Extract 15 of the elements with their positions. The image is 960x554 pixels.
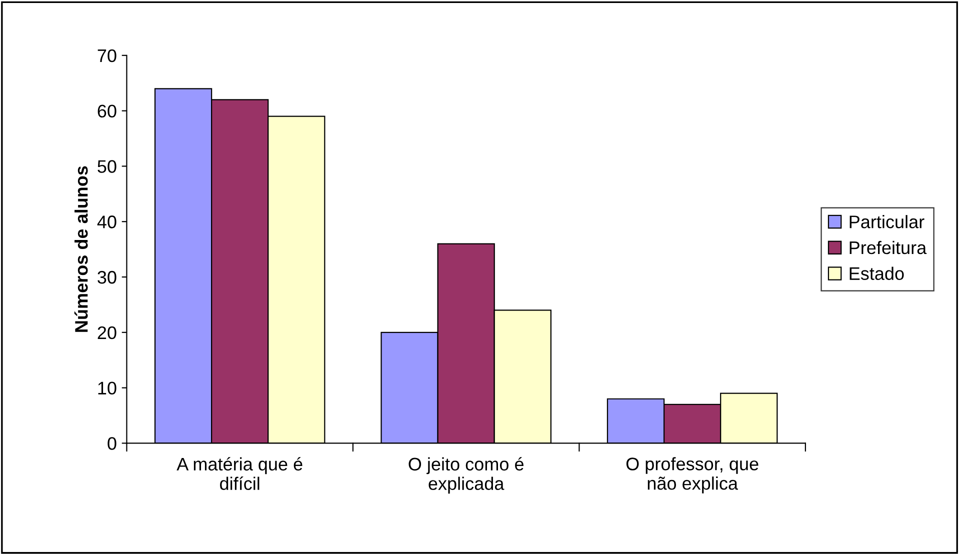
x-tick-label: O professor, que não explica [626,457,758,494]
y-tick-label: 30 [98,270,116,284]
y-tick-label: 50 [98,160,116,173]
legend-label: Estado [850,266,904,280]
y-tick-label: 40 [97,216,116,228]
legend-label: Prefeitura [850,240,927,254]
y-axis-title: Números de alunos [74,166,88,332]
y-tick-label: 70 [98,49,116,62]
y-tick-label: 0 [108,437,116,450]
legend-label: Particular [850,215,924,228]
y-tick-label: 60 [98,104,116,118]
y-tick-label: 20 [98,326,116,340]
x-tick-label: O jeito como é explicada [408,457,524,494]
y-tick-label: 10 [98,382,116,395]
x-tick-label: A matéria que é difícil [176,457,302,490]
